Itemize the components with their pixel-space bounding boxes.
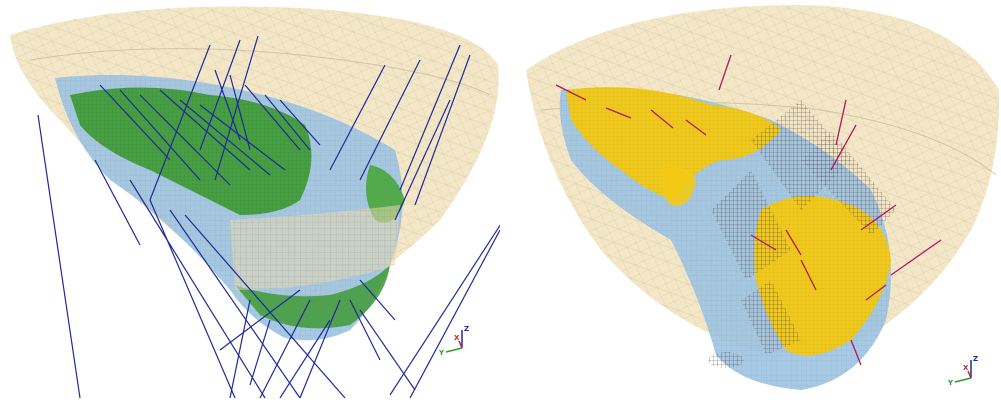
axis-z-label: Z — [464, 325, 469, 333]
drillholes-magenta — [555, 54, 942, 366]
wireframe-cylinders — [708, 100, 896, 368]
axis-y-label: Y — [438, 349, 445, 357]
axis-triad: Z Y X — [438, 325, 469, 357]
right-scene-svg: Z Y X — [526, 5, 1000, 390]
axis-triad: Z Y X — [947, 355, 978, 387]
axis-z-label: Z — [973, 355, 978, 363]
axis-y-label: Y — [947, 379, 954, 387]
drillholes-blue — [37, 35, 500, 399]
axis-x-label: X — [963, 364, 969, 372]
left-scene-svg: Z Y X — [10, 6, 500, 399]
right-3d-viewport[interactable]: Z Y X — [501, 0, 1001, 403]
left-3d-viewport[interactable]: Z Y X — [0, 0, 500, 403]
axis-x-label: X — [454, 334, 460, 342]
